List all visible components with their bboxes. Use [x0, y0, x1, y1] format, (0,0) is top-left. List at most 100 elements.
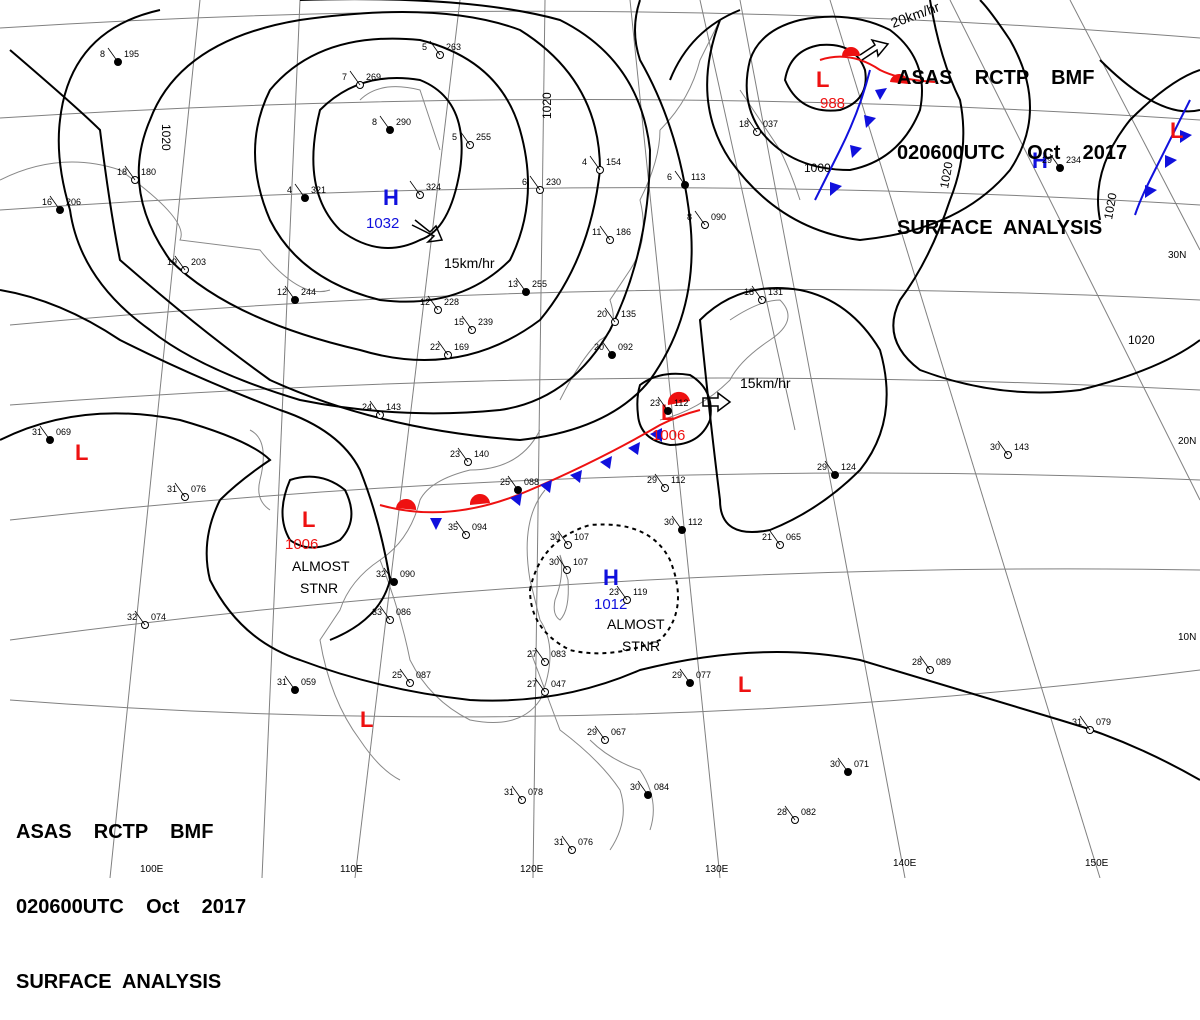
lon-label: 110E — [340, 864, 363, 875]
isobar-label: 1020 — [159, 124, 173, 151]
lon-label: 130E — [705, 864, 729, 875]
station-temperature: 30 — [830, 759, 840, 769]
wind-barb — [379, 605, 391, 621]
header-line-2: 020600UTC Oct 2017 — [16, 896, 247, 918]
header-line-2: 020600UTC Oct 2017 — [897, 142, 1128, 164]
wind-barb — [134, 610, 146, 626]
remark-text: ALMOST — [607, 616, 665, 632]
wind-barb — [39, 425, 51, 441]
station-temperature: 28 — [912, 657, 922, 667]
station-pressure: 037 — [763, 119, 778, 129]
remark-labels: ALMOST STNR ALMOST STNR — [292, 558, 665, 654]
wind-barb — [637, 780, 649, 796]
lat-label: 30N — [1168, 250, 1186, 261]
lon-label: 150E — [1085, 858, 1109, 869]
station-temperature: 18 — [744, 287, 754, 297]
wind-barb — [589, 155, 601, 171]
wind-barb — [824, 460, 836, 476]
station-temperature: 11 — [592, 227, 601, 237]
station-pressure: 206 — [66, 197, 81, 207]
wind-barb — [679, 668, 691, 684]
station-temperature: 28 — [777, 807, 787, 817]
wind-barb — [507, 475, 519, 491]
station-pressure: 143 — [1014, 442, 1029, 452]
isobar-dashed — [528, 523, 679, 655]
station-temperature: 31 — [32, 427, 42, 437]
wind-barb — [837, 757, 849, 773]
station-temperature: 24 — [362, 402, 372, 412]
station-pressure: 071 — [854, 759, 869, 769]
wind-barb — [616, 585, 628, 601]
station-temperature: 29 — [672, 670, 682, 680]
wind-barb — [599, 225, 611, 241]
station-pressure: 230 — [546, 177, 561, 187]
wind-barb — [997, 440, 1009, 456]
station-temperature: 35 — [448, 522, 458, 532]
wind-barb — [671, 515, 683, 531]
station-pressure: 087 — [416, 670, 431, 680]
station-pressure: 067 — [611, 727, 626, 737]
low-center-marker: L — [1170, 118, 1183, 143]
station-pressure: 084 — [654, 782, 669, 792]
station-pressure: 290 — [396, 117, 411, 127]
low-center-marker: L — [738, 672, 751, 697]
station-temperature: 30 — [550, 532, 560, 542]
station-pressure: 195 — [124, 49, 139, 59]
wind-barb — [284, 285, 296, 301]
station-temperature: 27 — [527, 649, 537, 659]
station-pressure: 112 — [688, 517, 702, 527]
wind-barb — [437, 340, 449, 356]
low-center-marker: L — [75, 440, 88, 465]
station-pressure: 234 — [1066, 155, 1081, 165]
wind-barb — [746, 117, 758, 133]
station-pressure: 124 — [841, 462, 856, 472]
wind-barb — [174, 255, 186, 271]
station-temperature: 25 — [392, 670, 402, 680]
station-pressure: 263 — [446, 42, 461, 52]
station-temperature: 19 — [167, 257, 177, 267]
high-center-value: 1012 — [594, 596, 627, 613]
header-line-1: ASAS RCTP BMF — [897, 67, 1095, 89]
station-pressure: 090 — [400, 569, 415, 579]
station-pressure: 079 — [1096, 717, 1111, 727]
movement-speed: 15km/hr — [740, 375, 791, 391]
header-line-3: SURFACE ANALYSIS — [897, 217, 1103, 239]
wind-barb — [594, 725, 606, 741]
station-temperature: 18 — [739, 119, 749, 129]
station-temperature: 25 — [500, 477, 510, 487]
station-temperature: 29 — [587, 727, 597, 737]
wind-barb — [174, 482, 186, 498]
chart-header-bottom: ASAS RCTP BMF 020600UTC Oct 2017 SURFACE… — [16, 770, 246, 1020]
station-temperature: 20 — [594, 342, 604, 352]
wind-barb — [784, 805, 796, 821]
station-temperature: 29 — [817, 462, 827, 472]
isobar-labels: 1020 1020 1020 1020 1020 1000 — [159, 92, 1155, 347]
station-temperature: 23 — [650, 398, 660, 408]
wind-barb — [511, 785, 523, 801]
station-temperature: 30 — [990, 442, 1000, 452]
station-temperature: 27 — [527, 679, 537, 689]
graticule-labels: 110E 120E 130E 140E 150E 100E 30N 20N 10… — [140, 250, 1196, 875]
wind-barb — [124, 165, 136, 181]
wind-barb — [919, 655, 931, 671]
station-temperature: 23 — [609, 587, 619, 597]
station-pressure: 065 — [786, 532, 801, 542]
wind-barb — [369, 400, 381, 416]
station-temperature: 31 — [504, 787, 514, 797]
station-temperature: 8 — [100, 49, 105, 59]
station-pressure: 112 — [671, 475, 685, 485]
wind-barb — [769, 530, 781, 546]
station-pressure: 083 — [551, 649, 566, 659]
remark-text: STNR — [300, 580, 338, 596]
station-temperature: 31 — [167, 484, 177, 494]
wind-barb — [457, 447, 469, 463]
remark-text: STNR — [622, 638, 660, 654]
wind-barb — [49, 195, 61, 211]
station-pressure: 082 — [801, 807, 816, 817]
wind-barb — [284, 675, 296, 691]
lat-label: 20N — [1178, 436, 1196, 447]
wind-barb — [751, 285, 763, 301]
station-temperature: 4 — [287, 185, 292, 195]
isobar-label: 1000 — [804, 161, 831, 175]
station-pressure: 321 — [311, 185, 326, 195]
